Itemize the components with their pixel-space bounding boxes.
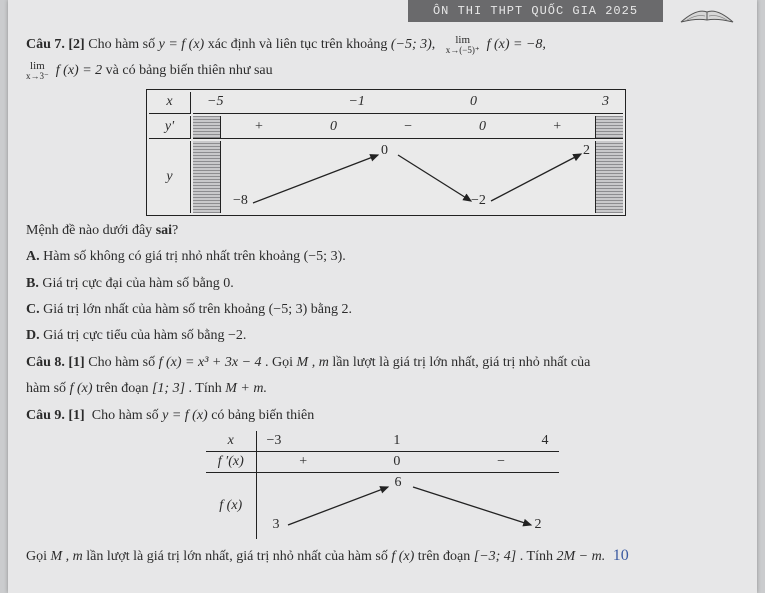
book-icon xyxy=(677,0,737,26)
q9-arrows xyxy=(263,475,553,537)
q7-optD: D. Giá trị cực tiểu của hàm số bằng −2. xyxy=(26,325,739,347)
q9-label: Câu 9. [1] xyxy=(26,408,85,423)
content: Câu 7. [2] Cho hàm số y = f (x) xác định… xyxy=(26,34,739,569)
q9-variation-table: x −3 1 4 f ′(x) + 0 − f (x) xyxy=(206,431,559,539)
page: ÔN THI THPT QUỐC GIA 2025 Câu 7. [2] Cho… xyxy=(8,0,757,593)
q8-label: Câu 8. [1] xyxy=(26,355,85,370)
q7-line2: lim x→3⁻ f (x) = 2 và có bảng biến thiên… xyxy=(26,60,739,82)
q8-line2: hàm số f (x) trên đoạn [1; 3] . Tính M +… xyxy=(26,378,739,400)
q9-line2: Gọi M , m lần lượt là giá trị lớn nhất, … xyxy=(26,543,739,569)
q7-line1: Câu 7. [2] Cho hàm số y = f (x) xác định… xyxy=(26,34,739,56)
handwritten-answer: 10 xyxy=(613,547,629,564)
q7-optA: A. Hàm số không có giá trị nhỏ nhất trên… xyxy=(26,246,739,268)
y-label: y xyxy=(149,141,191,213)
lim1: lim x→(−5)⁺ xyxy=(446,35,480,55)
q7-variation-table: x −5 −1 0 3 y' + xyxy=(146,89,626,216)
x-label: x xyxy=(149,92,191,114)
yprime-label: y' xyxy=(149,116,191,139)
q7-arrows xyxy=(193,141,623,213)
q7-prompt: Mệnh đề nào dưới đây sai? xyxy=(26,220,739,242)
q7-optC: C. Giá trị lớn nhất của hàm số trên khoả… xyxy=(26,299,739,321)
q7-label: Câu 7. [2] xyxy=(26,37,85,52)
header-title: ÔN THI THPT QUỐC GIA 2025 xyxy=(408,0,663,22)
q8-line1: Câu 8. [1] Cho hàm số f (x) = x³ + 3x − … xyxy=(26,352,739,374)
lim2: lim x→3⁻ xyxy=(26,61,49,81)
q7-optB: B. Giá trị cực đại của hàm số bằng 0. xyxy=(26,273,739,295)
q9-line1: Câu 9. [1] Cho hàm số y = f (x) có bảng … xyxy=(26,405,739,427)
